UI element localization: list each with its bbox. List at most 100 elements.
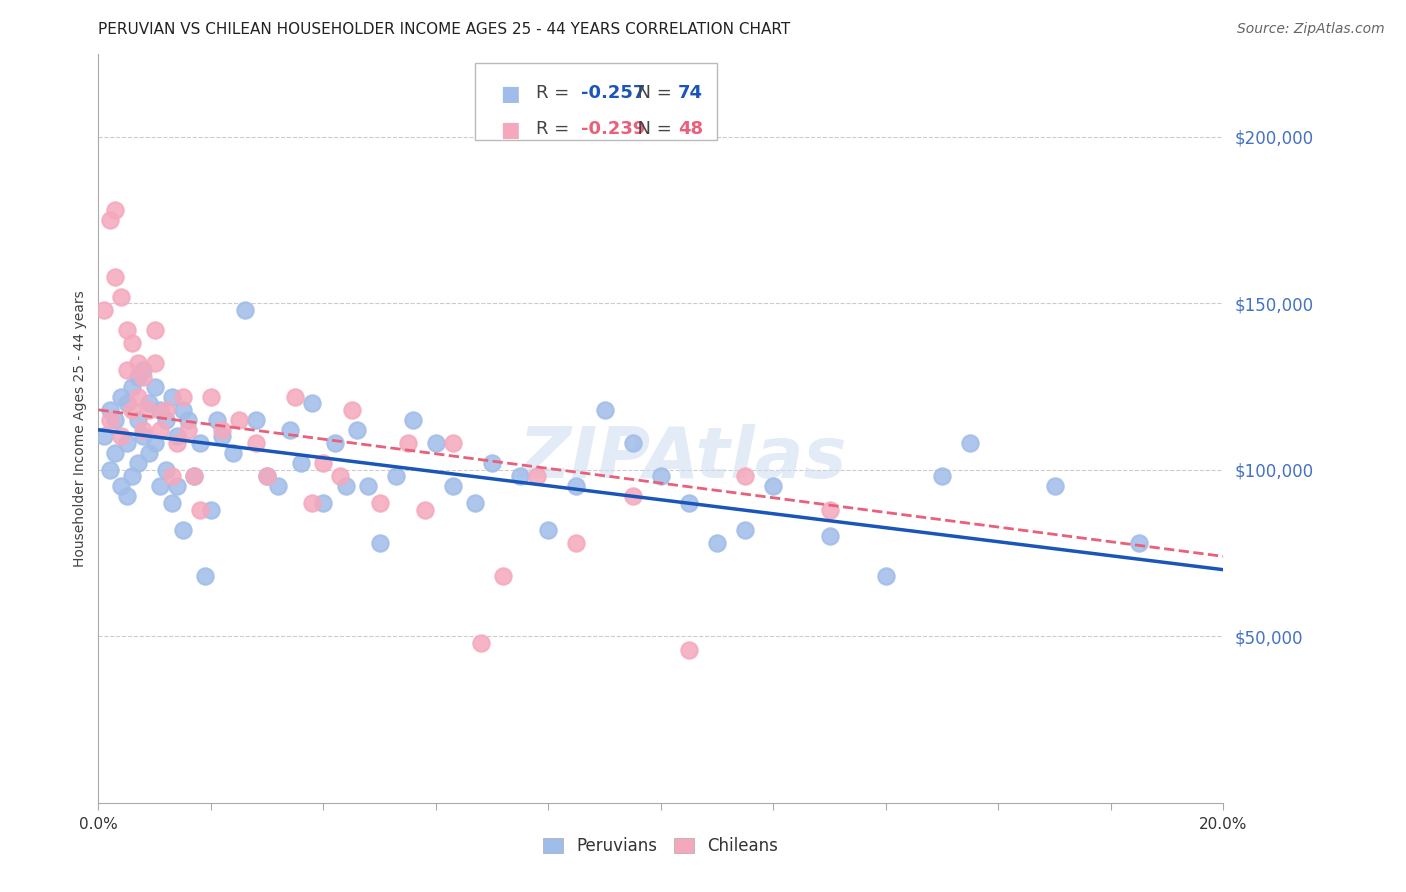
Point	[875, 569, 897, 583]
Text: ZIPAtlas: ZIPAtlas	[519, 424, 848, 492]
Point	[155, 413, 177, 427]
Point	[188, 502, 211, 516]
Point	[121, 469, 143, 483]
Point	[93, 302, 115, 317]
Point	[93, 429, 115, 443]
Point	[256, 469, 278, 483]
Point	[172, 523, 194, 537]
Point	[127, 456, 149, 470]
Point	[115, 323, 138, 337]
Point	[143, 436, 166, 450]
Point	[228, 413, 250, 427]
Point	[177, 423, 200, 437]
Point	[166, 429, 188, 443]
Point	[160, 390, 183, 404]
Point	[104, 413, 127, 427]
Point	[509, 469, 531, 483]
Point	[127, 413, 149, 427]
Text: N =: N =	[626, 84, 678, 103]
Point	[425, 436, 447, 450]
Point	[593, 402, 616, 417]
Text: -0.257: -0.257	[581, 84, 645, 103]
Point	[818, 529, 841, 543]
Point	[172, 402, 194, 417]
Point	[127, 390, 149, 404]
Point	[565, 479, 588, 493]
Point	[385, 469, 408, 483]
Point	[284, 390, 307, 404]
Point	[565, 536, 588, 550]
Point	[127, 369, 149, 384]
Point	[200, 390, 222, 404]
Point	[138, 402, 160, 417]
Point	[323, 436, 346, 450]
Point	[211, 423, 233, 437]
Text: ■: ■	[501, 84, 520, 104]
Point	[160, 469, 183, 483]
Point	[312, 456, 335, 470]
Text: PERUVIAN VS CHILEAN HOUSEHOLDER INCOME AGES 25 - 44 YEARS CORRELATION CHART: PERUVIAN VS CHILEAN HOUSEHOLDER INCOME A…	[98, 22, 790, 37]
Point	[621, 490, 644, 504]
Point	[464, 496, 486, 510]
Point	[267, 479, 290, 493]
Legend: Peruvians, Chileans: Peruvians, Chileans	[537, 830, 785, 862]
Point	[222, 446, 245, 460]
Point	[98, 413, 121, 427]
Point	[470, 636, 492, 650]
Point	[98, 402, 121, 417]
Point	[1128, 536, 1150, 550]
Point	[98, 213, 121, 227]
Point	[537, 523, 560, 537]
Point	[149, 423, 172, 437]
Point	[256, 469, 278, 483]
Point	[441, 436, 464, 450]
Point	[233, 302, 256, 317]
Point	[312, 496, 335, 510]
Point	[132, 369, 155, 384]
Point	[110, 479, 132, 493]
Point	[138, 446, 160, 460]
Point	[121, 379, 143, 393]
Text: ■: ■	[501, 120, 520, 140]
Point	[155, 402, 177, 417]
Point	[104, 202, 127, 217]
Point	[762, 479, 785, 493]
Point	[481, 456, 503, 470]
Text: Source: ZipAtlas.com: Source: ZipAtlas.com	[1237, 22, 1385, 37]
Point	[211, 429, 233, 443]
Point	[368, 536, 391, 550]
Point	[127, 356, 149, 370]
Text: 74: 74	[678, 84, 703, 103]
Point	[959, 436, 981, 450]
Point	[368, 496, 391, 510]
Text: N =: N =	[626, 120, 678, 138]
Point	[121, 336, 143, 351]
Point	[621, 436, 644, 450]
Point	[301, 496, 323, 510]
Point	[172, 390, 194, 404]
Point	[329, 469, 352, 483]
Point	[335, 479, 357, 493]
Point	[245, 436, 267, 450]
Point	[166, 436, 188, 450]
Point	[205, 413, 228, 427]
Point	[177, 413, 200, 427]
Point	[340, 402, 363, 417]
Text: R =: R =	[536, 120, 575, 138]
Point	[931, 469, 953, 483]
Point	[678, 496, 700, 510]
Text: -0.239: -0.239	[581, 120, 645, 138]
Point	[132, 423, 155, 437]
Y-axis label: Householder Income Ages 25 - 44 years: Householder Income Ages 25 - 44 years	[73, 290, 87, 566]
Point	[160, 496, 183, 510]
Point	[1043, 479, 1066, 493]
Point	[290, 456, 312, 470]
Point	[110, 290, 132, 304]
Point	[138, 396, 160, 410]
Point	[402, 413, 425, 427]
Point	[121, 402, 143, 417]
Point	[115, 396, 138, 410]
Point	[526, 469, 548, 483]
Point	[115, 363, 138, 377]
Point	[396, 436, 419, 450]
